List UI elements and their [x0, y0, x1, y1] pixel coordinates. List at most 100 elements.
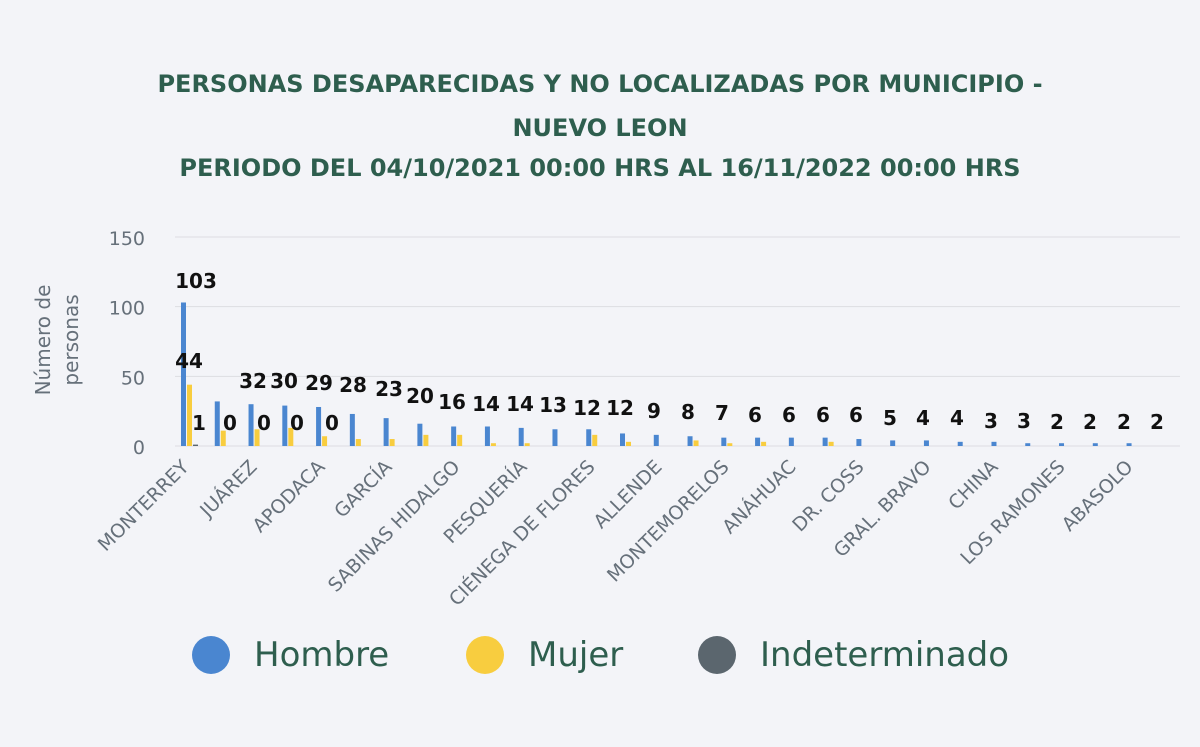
legend-swatch-hombre	[192, 636, 230, 674]
bar-hombre	[1126, 443, 1132, 446]
bar-hombre	[1059, 443, 1065, 446]
legend-item-hombre[interactable]: Hombre	[192, 628, 389, 682]
bar-mujer	[490, 443, 496, 446]
bar-hombre	[1092, 443, 1098, 446]
bar-mujer	[592, 434, 598, 446]
data-label: 12	[606, 396, 634, 420]
data-label: 4	[950, 406, 964, 430]
data-label: 14	[472, 392, 500, 416]
bar-mujer	[524, 443, 530, 446]
chart-title-line-1: PERSONAS DESAPARECIDAS Y NO LOCALIZADAS …	[157, 70, 1043, 98]
bar-hombre	[687, 436, 693, 446]
bar-hombre	[653, 434, 659, 446]
bar-hombre	[552, 429, 558, 446]
data-label: 30	[270, 369, 298, 393]
data-label: 9	[647, 399, 661, 423]
data-label: 0	[325, 411, 339, 435]
data-label: 29	[305, 371, 333, 395]
bar-hombre	[620, 433, 626, 446]
data-label: 1	[192, 411, 206, 435]
data-label: 0	[223, 411, 237, 435]
bar-hombre	[181, 302, 186, 446]
y-tick-label: 100	[109, 298, 145, 320]
data-label: 16	[438, 390, 466, 414]
bar-hombre	[755, 437, 761, 446]
bar-hombre	[788, 437, 794, 446]
bar-mujer	[626, 441, 632, 446]
data-label: 7	[715, 401, 729, 425]
data-label: 6	[816, 403, 830, 427]
data-label: 12	[573, 396, 601, 420]
bar-indeterminado	[193, 444, 198, 446]
bar-hombre	[316, 406, 322, 446]
bar-mujer	[254, 429, 260, 446]
bar-mujer	[761, 441, 767, 446]
bar-mujer	[355, 439, 361, 446]
bar-mujer	[423, 434, 429, 446]
data-label: 13	[539, 393, 567, 417]
bar-hombre	[417, 423, 423, 446]
y-axis-label-line-1: Número de	[31, 285, 55, 396]
data-label: 8	[681, 400, 695, 424]
data-label: 5	[883, 406, 897, 430]
bar-mujer	[220, 430, 226, 446]
data-label: 28	[339, 373, 367, 397]
x-tick-label: JUÁREZ	[195, 455, 262, 522]
bar-hombre	[991, 441, 997, 446]
data-label: 4	[916, 406, 930, 430]
x-tick-label: APODACA	[248, 456, 329, 537]
x-tick-label: MONTEMORELOS	[603, 456, 734, 587]
bar-hombre	[923, 440, 929, 446]
y-tick-label: 150	[109, 228, 145, 250]
data-label: 2	[1150, 410, 1164, 434]
data-label: 14	[506, 392, 534, 416]
bar-hombre	[890, 440, 896, 446]
data-label: 32	[239, 369, 267, 393]
data-label: 20	[406, 384, 434, 408]
x-tick-label: ABASOLO	[1058, 456, 1138, 536]
x-tick-label: SABINAS HIDALGO	[324, 456, 465, 597]
data-label: 6	[748, 403, 762, 427]
bar-hombre	[822, 437, 828, 446]
bar-hombre	[856, 439, 862, 446]
data-label: 2	[1050, 410, 1064, 434]
bar-hombre	[586, 429, 592, 446]
x-tick-label: MONTERREY	[94, 456, 194, 556]
bar-mujer	[288, 427, 294, 446]
bar-mujer	[322, 436, 328, 446]
legend: Hombre Mujer Indeterminado	[0, 628, 1200, 682]
data-label: 6	[782, 403, 796, 427]
x-tick-label: ANÁHUAC	[718, 455, 801, 538]
bar-mujer	[727, 443, 733, 446]
bar-hombre	[518, 427, 524, 446]
data-label: 2	[1117, 410, 1131, 434]
data-label: 6	[849, 403, 863, 427]
bar-mujer	[693, 440, 699, 446]
bar-hombre	[349, 413, 355, 446]
bar-hombre	[282, 405, 288, 446]
bar-hombre	[451, 426, 457, 446]
chart-title-line-3: PERIODO DEL 04/10/2021 00:00 HRS AL 16/1…	[179, 154, 1021, 182]
bar-mujer	[828, 441, 834, 446]
data-label: 103	[175, 269, 217, 293]
y-tick-label: 0	[133, 437, 145, 459]
y-tick-label: 50	[121, 367, 145, 389]
legend-label-hombre: Hombre	[254, 635, 390, 675]
legend-swatch-indeterminado	[698, 636, 736, 674]
data-label: 3	[1017, 409, 1031, 433]
bar-mujer	[389, 439, 395, 446]
data-label: 0	[290, 411, 304, 435]
legend-item-mujer[interactable]: Mujer	[466, 628, 623, 682]
legend-item-indeterminado[interactable]: Indeterminado	[698, 628, 1009, 682]
legend-label-indeterminado: Indeterminado	[760, 635, 1010, 675]
y-axis-label-line-2: personas	[59, 294, 83, 385]
x-tick-label: CHINA	[944, 456, 1002, 514]
bar-hombre	[721, 437, 727, 446]
bar-hombre	[1025, 443, 1031, 446]
data-label: 44	[175, 349, 203, 373]
data-label: 3	[984, 409, 998, 433]
legend-swatch-mujer	[466, 636, 504, 674]
bar-hombre	[214, 401, 220, 446]
data-label: 0	[257, 411, 271, 435]
